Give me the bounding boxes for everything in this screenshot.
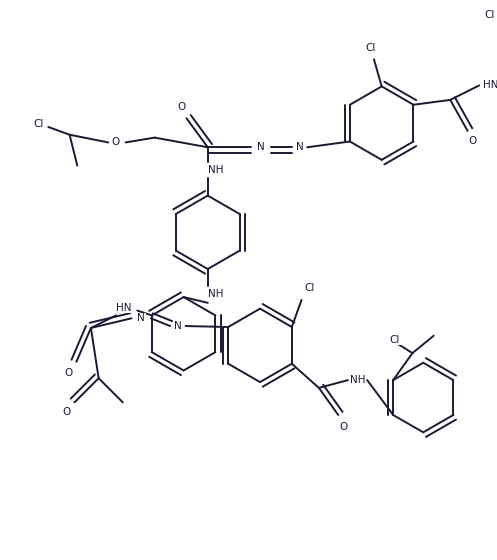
Text: N: N — [174, 321, 182, 331]
Text: Cl: Cl — [365, 43, 375, 53]
Text: NH: NH — [208, 289, 223, 299]
Text: O: O — [112, 137, 120, 147]
Text: NH: NH — [350, 375, 365, 385]
Text: O: O — [177, 102, 186, 111]
Text: N: N — [137, 313, 145, 323]
Text: N: N — [257, 142, 265, 152]
Text: O: O — [468, 136, 477, 146]
Text: NH: NH — [208, 165, 223, 175]
Text: O: O — [339, 422, 347, 432]
Text: O: O — [65, 368, 73, 379]
Text: HN: HN — [116, 302, 132, 312]
Text: N: N — [296, 142, 304, 152]
Text: O: O — [63, 407, 71, 417]
Text: Cl: Cl — [485, 10, 495, 20]
Text: Cl: Cl — [33, 119, 44, 129]
Text: Cl: Cl — [304, 283, 315, 293]
Text: Cl: Cl — [390, 334, 400, 344]
Text: HN: HN — [483, 81, 497, 90]
